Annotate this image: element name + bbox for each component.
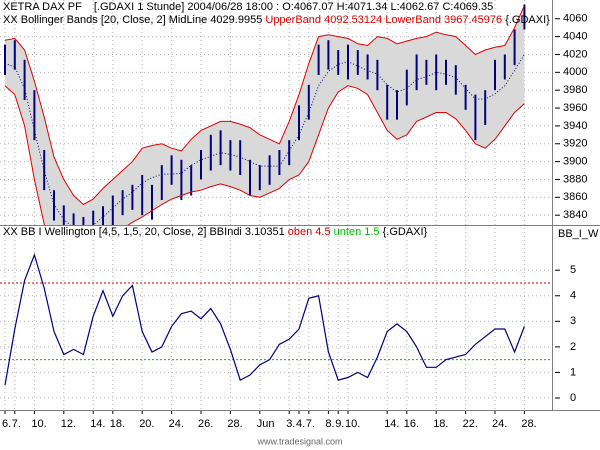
- y-tick-label: 3880: [563, 173, 587, 185]
- x-tick-label: 18.: [433, 418, 448, 430]
- y-tick-label: 5: [570, 264, 576, 276]
- x-tick-label: 8.: [325, 418, 334, 430]
- x-tick-label: 7.: [306, 418, 315, 430]
- indicator-panel: [0, 226, 552, 410]
- x-tick-label: 7.: [12, 418, 21, 430]
- x-tick-label: 28.: [521, 418, 536, 430]
- x-tick-label: 24.: [169, 418, 184, 430]
- price-header: XETRA DAX PF [.GDAXI 1 Stunde] 2004/06/28…: [3, 1, 493, 13]
- y-tick-label: 4020: [563, 48, 587, 60]
- x-tick-label: 22.: [463, 418, 478, 430]
- y-tick-label: 4: [570, 290, 576, 302]
- band-line: [4, 54, 525, 225]
- x-tick-label: 20.: [139, 418, 154, 430]
- y-tick-label: 0: [570, 392, 576, 404]
- y-tick-label: 4040: [563, 31, 587, 43]
- x-tick-label: 4.: [296, 418, 305, 430]
- bands-header: XX Bollinger Bands [20, Close, 2] MidLin…: [3, 14, 550, 26]
- y-tick-label: 3900: [563, 156, 587, 168]
- x-tick-label: 10.: [31, 418, 46, 430]
- x-tick-label: 24.: [492, 418, 507, 430]
- x-tick-label: 6.: [2, 418, 11, 430]
- series-name: UpperBand: [265, 14, 321, 26]
- reading: 3967.45976: [444, 14, 502, 26]
- symbol-tag: {.GDAXI}: [505, 14, 550, 26]
- indicator-line: [4, 253, 525, 386]
- y-tick-label: 3840: [563, 209, 587, 221]
- series-name: LowerBand: [385, 14, 441, 26]
- x-tick-label: 18.: [110, 418, 125, 430]
- axes: 3840386038803900392039403960398040004020…: [2, 13, 587, 430]
- level-label: unten 1.5: [334, 226, 380, 238]
- indicator: XX Bollinger Bands [20, Close, 2]: [3, 14, 166, 26]
- x-tick-label: 28.: [227, 418, 242, 430]
- y-tick-label: 1: [570, 366, 576, 378]
- y-tick-label: 3960: [563, 102, 587, 114]
- symbol-tag: {.GDAXI}: [383, 226, 428, 238]
- band-line: [4, 5, 525, 206]
- y-tick-label: 3: [570, 315, 576, 327]
- x-tick-label: 10.: [345, 418, 360, 430]
- reading: 4029.9955: [210, 14, 262, 26]
- x-tick-label: 9.: [335, 418, 344, 430]
- x-tick-label: 12.: [61, 418, 76, 430]
- price-panel: [0, 0, 552, 225]
- x-tick-label: 14.: [384, 418, 399, 430]
- x-tick-label: 26.: [198, 418, 213, 430]
- reading: 4092.53124: [324, 14, 382, 26]
- x-tick-label: 14.: [90, 418, 105, 430]
- x-tick-label: Jun: [257, 418, 275, 430]
- symbol: XETRA DAX PF: [3, 1, 82, 13]
- band-line: [4, 85, 525, 225]
- x-tick-label: 3.: [286, 418, 295, 430]
- series-name: MidLine: [169, 14, 208, 26]
- y-tick-label: 3980: [563, 84, 587, 96]
- y-tick-label: 3940: [563, 120, 587, 132]
- info: [.GDAXI 1 Stunde] 2004/06/28 18:00 : O:4…: [94, 1, 493, 13]
- indicator-header: XX BB I Wellington [4,5, 1,5, 20, Close,…: [3, 226, 428, 238]
- indicator: XX BB I Wellington [4,5, 1,5, 20, Close,…: [3, 226, 285, 238]
- y-tick-label: 4060: [563, 13, 587, 25]
- axis-label: BB_I_W: [558, 228, 599, 240]
- x-tick-label: 16.: [404, 418, 419, 430]
- y-tick-label: 4000: [563, 66, 587, 78]
- footer: www.tradesignal.com: [256, 436, 342, 446]
- y-tick-label: 3860: [563, 191, 587, 203]
- level-label: oben 4.5: [288, 226, 331, 238]
- y-tick-label: 3920: [563, 138, 587, 150]
- y-tick-label: 2: [570, 341, 576, 353]
- band-fill: [5, 5, 525, 225]
